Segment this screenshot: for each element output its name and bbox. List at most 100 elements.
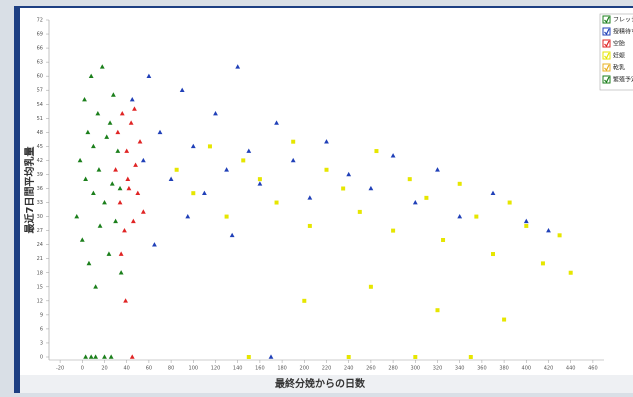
point (435, 308, 440, 313)
point (179, 87, 185, 93)
point (374, 149, 379, 154)
point (91, 143, 96, 149)
legend-checkbox[interactable] (602, 27, 611, 36)
point (123, 298, 128, 303)
legend-label: 乾乳 (613, 64, 625, 72)
point (74, 213, 80, 219)
point (129, 354, 135, 359)
point (106, 251, 112, 256)
legend-checkbox[interactable] (602, 63, 611, 72)
point (412, 199, 418, 205)
point (130, 218, 136, 224)
point (407, 177, 412, 182)
y-tick-label: 33 (37, 200, 43, 206)
x-tick-label: 280 (388, 366, 398, 372)
point (140, 209, 146, 214)
point (146, 73, 152, 78)
point (88, 354, 94, 359)
point (125, 176, 131, 181)
point (122, 228, 127, 233)
point (97, 223, 103, 228)
y-tick-label: 18 (37, 270, 43, 276)
point (224, 167, 229, 172)
point (257, 177, 262, 182)
point (346, 171, 352, 177)
y-tick-label: 51 (37, 116, 43, 122)
point (368, 284, 373, 289)
point (95, 111, 101, 116)
legend-checkbox[interactable] (602, 51, 611, 60)
point (126, 185, 132, 191)
x-tick-label: 200 (300, 366, 310, 372)
y-tick-label: 24 (37, 242, 43, 248)
x-tick-label: 360 (477, 366, 487, 372)
legend-checkbox[interactable] (602, 75, 611, 84)
point (291, 139, 296, 144)
point (246, 355, 251, 359)
point (128, 120, 134, 125)
point (79, 237, 85, 242)
x-tick-label: 180 (277, 366, 287, 372)
point (474, 214, 479, 219)
point (457, 213, 463, 219)
legend-label: 繁殖予定 (613, 76, 633, 84)
x-tick-label: 80 (168, 366, 174, 372)
point (110, 92, 116, 97)
point (524, 223, 529, 228)
point (274, 120, 279, 125)
point (118, 270, 124, 275)
point (88, 73, 94, 78)
point (93, 284, 99, 289)
point (546, 228, 551, 233)
point (202, 190, 207, 195)
y-tick-label: 57 (37, 88, 43, 94)
legend-check (604, 64, 610, 72)
point (82, 96, 87, 102)
point (85, 129, 91, 135)
point (368, 185, 374, 191)
point (213, 111, 218, 116)
y-tick-label: 66 (37, 46, 43, 52)
x-tick-label: 220 (322, 366, 332, 372)
point (77, 157, 83, 163)
point (115, 148, 121, 153)
legend-check (604, 28, 610, 36)
legend-label: 空胎 (613, 40, 625, 48)
point (468, 355, 473, 359)
point (457, 181, 462, 186)
x-tick-label: 300 (411, 366, 421, 372)
point (274, 200, 279, 205)
point (491, 252, 495, 257)
point (104, 134, 110, 139)
point (224, 214, 229, 219)
y-axis-title: 最近7日間平均乳量 (23, 147, 36, 234)
point (502, 317, 507, 322)
axis-strip (20, 375, 633, 393)
y-tick-label: 9 (40, 312, 43, 318)
point (132, 106, 137, 111)
point (168, 176, 174, 181)
x-tick-label: 60 (146, 366, 152, 372)
x-tick-label: 120 (211, 366, 221, 372)
point (129, 96, 135, 102)
point (568, 270, 573, 275)
x-tick-label: 260 (366, 366, 376, 372)
point (91, 190, 96, 195)
legend-check (604, 52, 610, 60)
legend-checkbox[interactable] (602, 15, 611, 24)
x-tick-label: 400 (522, 366, 532, 372)
legend-check (604, 40, 610, 48)
y-tick-label: 6 (40, 326, 43, 332)
point (113, 167, 118, 172)
legend-checkbox[interactable] (602, 39, 611, 48)
point (441, 237, 446, 242)
point (124, 148, 130, 153)
point (109, 181, 115, 186)
point (413, 355, 418, 359)
point (137, 139, 143, 144)
x-tick-label: 460 (588, 366, 598, 372)
point (135, 190, 141, 195)
point (140, 157, 146, 163)
y-tick-label: 3 (40, 340, 43, 346)
point (83, 354, 89, 359)
